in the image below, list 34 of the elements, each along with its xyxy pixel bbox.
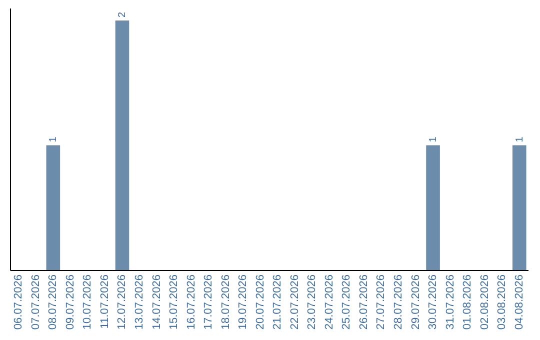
x-tick-label: 07.07.2026 [30, 274, 42, 330]
x-tick-label: 26.07.2026 [358, 274, 370, 330]
x-tick-label: 30.07.2026 [427, 274, 440, 330]
x-tick-label: 19.07.2026 [237, 274, 250, 330]
x-tick-label: 04.08.2026 [513, 274, 526, 330]
x-tick-label: 22.07.2026 [288, 274, 301, 330]
x-tick-label: 12.07.2026 [116, 274, 128, 330]
x-tick-label: 11.07.2026 [98, 274, 111, 329]
x-tick-label: 21.07.2026 [272, 274, 284, 330]
x-tick-label: 02.08.2026 [478, 274, 491, 330]
data-label: 1 [428, 136, 440, 142]
x-tick-label: 01.08.2026 [462, 274, 474, 330]
x-tick-label: 27.07.2026 [375, 274, 388, 330]
x-tick-label: 20.07.2026 [254, 274, 266, 330]
x-tick-label: 09.07.2026 [64, 274, 76, 330]
x-tick-label: 28.07.2026 [392, 274, 404, 330]
x-tick-label: 10.07.2026 [82, 274, 94, 330]
x-tick-label: 14.07.2026 [150, 274, 163, 330]
x-tick-label: 03.08.2026 [496, 274, 508, 330]
x-tick-label: 29.07.2026 [410, 274, 422, 330]
x-tick-label: 15.07.2026 [168, 274, 180, 330]
x-tick-label: 18.07.2026 [220, 274, 232, 330]
x-tick-label: 06.07.2026 [12, 274, 25, 330]
data-label: 1 [514, 136, 526, 142]
data-label: 1 [48, 136, 60, 142]
x-tick-label: 24.07.2026 [323, 274, 336, 330]
x-tick-label: 08.07.2026 [47, 274, 60, 330]
x-tick-label: 25.07.2026 [340, 274, 353, 330]
x-tick-label: 23.07.2026 [306, 274, 318, 330]
x-tick-label: 31.07.2026 [444, 274, 456, 330]
x-tick-label: 16.07.2026 [185, 274, 198, 330]
x-tick-label: 17.07.2026 [202, 274, 215, 330]
data-label: 2 [117, 11, 128, 18]
x-tick-label: 13.07.2026 [134, 274, 146, 330]
